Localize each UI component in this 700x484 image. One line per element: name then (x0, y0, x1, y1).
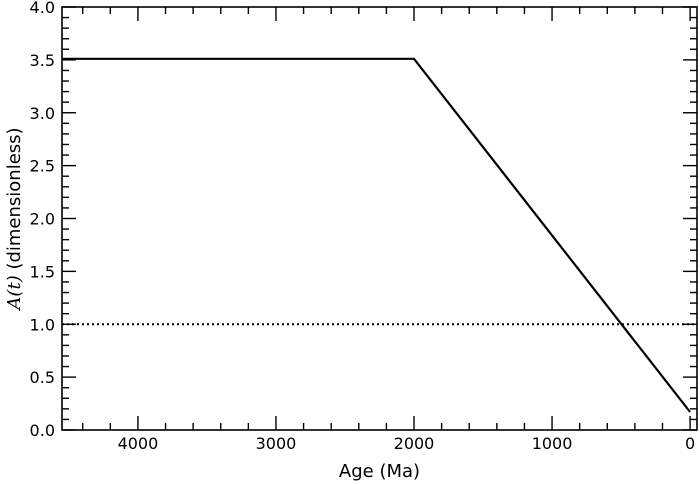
plot-frame (61, 6, 698, 431)
ticks-layer (62, 6, 697, 431)
y-tick-label: 4.0 (30, 0, 55, 17)
y-axis-label-rest: (dimensionless) (4, 127, 25, 275)
y-axis-label: A(t) (dimensionless) (4, 127, 25, 311)
x-tick-labels: 4000 3000 2000 1000 0 (118, 434, 696, 453)
y-tick-label: 3.5 (30, 51, 55, 70)
y-tick-label: 2.5 (30, 157, 55, 176)
y-tick-label: 0.5 (30, 368, 55, 387)
y-tick-label: 3.0 (30, 104, 55, 123)
y-tick-label: 1.0 (30, 315, 55, 334)
y-tick-label: 2.0 (30, 210, 55, 229)
x-axis-label: Age (Ma) (339, 461, 420, 482)
a-t-series-line (62, 57, 691, 413)
x-tick-label: 4000 (118, 434, 159, 453)
y-tick-label: 1.5 (30, 262, 55, 281)
x-tick-label: 1000 (532, 434, 573, 453)
y-tick-labels: 0.0 0.5 1.0 1.5 2.0 2.5 3.0 3.5 4.0 (30, 0, 55, 440)
series-layer (62, 57, 697, 413)
x-tick-label: 2000 (394, 434, 435, 453)
y-axis-label-math: A(t) (4, 275, 25, 311)
x-tick-label: 0 (685, 434, 695, 453)
x-tick-label: 3000 (256, 434, 297, 453)
y-tick-label: 0.0 (30, 421, 55, 440)
